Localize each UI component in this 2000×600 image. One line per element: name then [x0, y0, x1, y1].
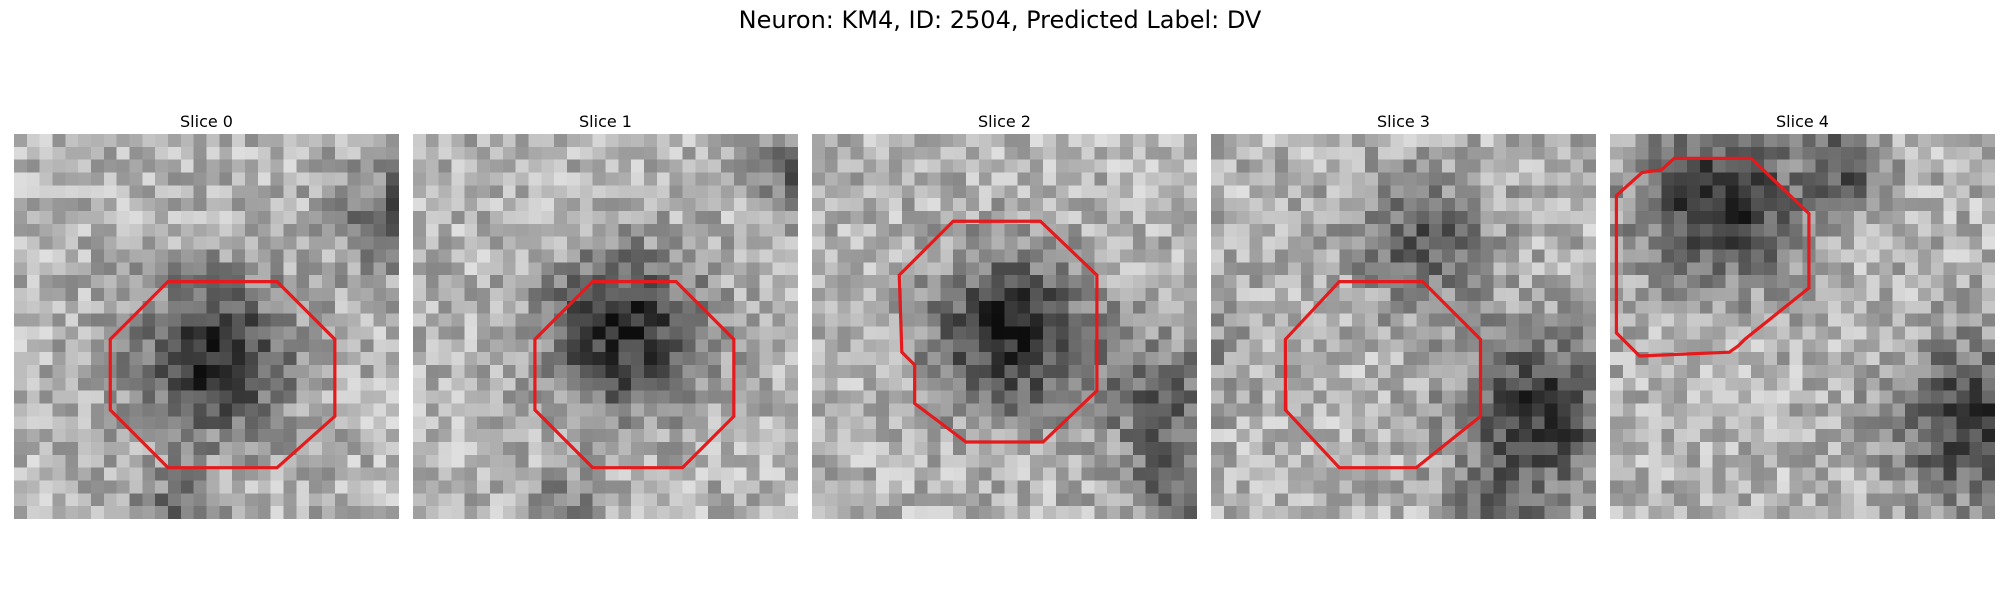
- slice-image-1: [413, 134, 798, 519]
- slice-image-0: [14, 134, 399, 519]
- slice-panel-3: Slice 3: [1211, 112, 1596, 519]
- slice-title-0: Slice 0: [180, 112, 233, 131]
- slice-panel-4: Slice 4: [1610, 112, 1995, 519]
- figure-title: Neuron: KM4, ID: 2504, Predicted Label: …: [738, 6, 1262, 34]
- roi-contour-2: [897, 219, 1099, 444]
- roi-contour-1: [533, 279, 736, 470]
- roi-contour-3: [1283, 279, 1483, 470]
- slice-image-3: [1211, 134, 1596, 519]
- slice-title-3: Slice 3: [1377, 112, 1430, 131]
- slice-panel-1: Slice 1: [413, 112, 798, 519]
- slice-title-4: Slice 4: [1776, 112, 1829, 131]
- roi-contour-0: [108, 279, 337, 470]
- slice-image-2: [812, 134, 1197, 519]
- slice-image-4: [1610, 134, 1995, 519]
- slice-title-2: Slice 2: [978, 112, 1031, 131]
- slice-panel-2: Slice 2: [812, 112, 1197, 519]
- roi-contour-4: [1614, 156, 1811, 358]
- slice-title-1: Slice 1: [579, 112, 632, 131]
- slice-panel-0: Slice 0: [14, 112, 399, 519]
